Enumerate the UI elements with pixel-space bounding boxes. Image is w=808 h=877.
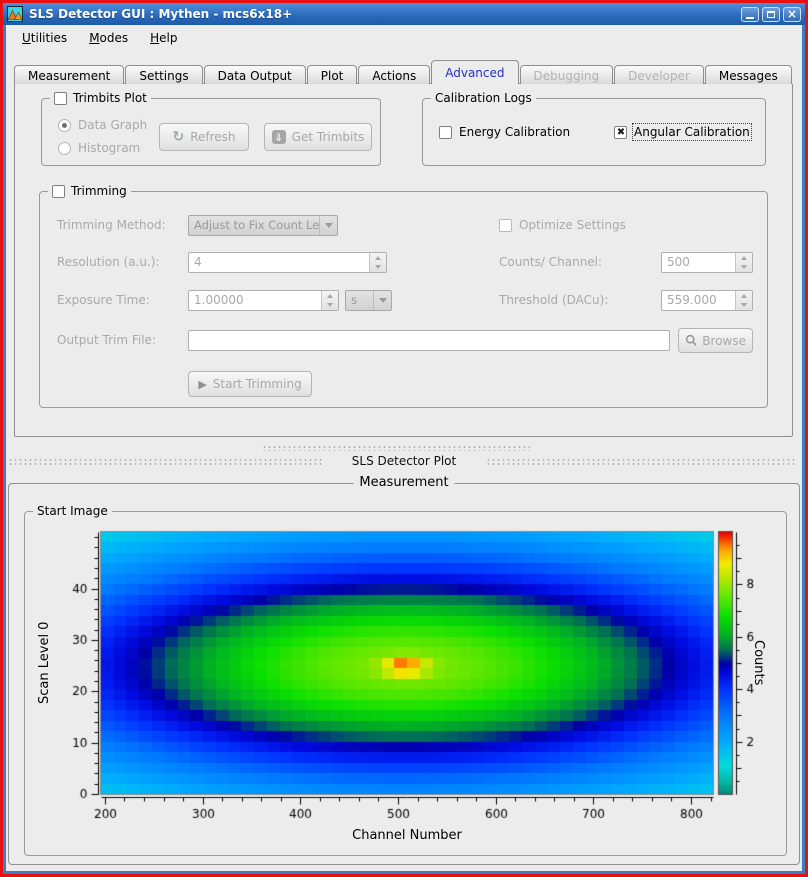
dock-handle-left — [8, 458, 324, 465]
measurement-group: Measurement Start Image Channel Number S… — [8, 475, 800, 865]
histogram-label: Histogram — [78, 141, 141, 155]
dock-titlebar[interactable]: SLS Detector Plot — [6, 453, 802, 469]
chevron-down-icon — [373, 291, 391, 310]
advanced-tab-pane: ✖ Trimbits Plot Data Graph Histogram ↻ R… — [14, 83, 793, 437]
exposure-time-label: Exposure Time: — [57, 293, 150, 307]
browse-button: Browse — [678, 328, 753, 353]
heatmap-plot-canvas[interactable] — [25, 526, 786, 842]
dock-title: SLS Detector Plot — [351, 454, 457, 468]
exposure-time-spinbox: 1.00000 — [188, 290, 339, 311]
dock-handle-right — [486, 458, 796, 465]
output-trim-file-label: Output Trim File: — [57, 333, 156, 347]
data-graph-label: Data Graph — [78, 118, 148, 132]
tab-actions[interactable]: Actions — [358, 65, 431, 84]
tab-messages[interactable]: Messages — [704, 65, 792, 84]
angular-calibration-checkbox[interactable]: ✖ — [614, 126, 627, 139]
spin-down-icon — [322, 301, 338, 311]
spin-up-icon — [322, 291, 338, 301]
calibration-logs-group: Calibration Logs ✖ Energy Calibration ✖ … — [422, 91, 766, 166]
download-icon: ⇓ — [271, 130, 286, 144]
refresh-button: ↻ Refresh — [159, 123, 249, 151]
trimming-checkbox[interactable]: ✖ — [52, 184, 65, 198]
optimize-settings-checkbox: ✖ — [499, 219, 512, 232]
output-trim-file-field — [188, 330, 670, 351]
minimize-icon — [746, 16, 754, 19]
trimbits-plot-group: ✖ Trimbits Plot Data Graph Histogram ↻ R… — [41, 91, 381, 166]
trimming-title: Trimming — [71, 184, 127, 198]
tab-measurement[interactable]: Measurement — [14, 65, 125, 84]
tab-data-output[interactable]: Data Output — [203, 65, 306, 84]
energy-calibration-label: Energy Calibration — [459, 125, 571, 139]
start-trimming-button: ▶ Start Trimming — [188, 371, 312, 397]
counts-channel-label: Counts/ Channel: — [499, 255, 603, 269]
chevron-down-icon — [319, 216, 337, 235]
start-image-group: Start Image Channel Number Scan Level 0 … — [24, 504, 787, 856]
exposure-unit-combo: s — [345, 290, 392, 311]
angular-calibration-label: Angular Calibration — [632, 123, 752, 141]
radio-histogram — [58, 142, 71, 155]
y-axis-title: Scan Level 0 — [37, 621, 52, 705]
x-axis-title: Channel Number — [352, 828, 462, 843]
tab-debugging: Debugging — [519, 65, 614, 84]
spin-up-icon — [736, 291, 752, 301]
app-icon — [7, 6, 23, 22]
tab-developer: Developer — [614, 65, 704, 84]
resolution-label: Resolution (a.u.): — [57, 255, 160, 269]
get-trimbits-button: ⇓ Get Trimbits — [264, 123, 372, 151]
maximize-button[interactable] — [762, 6, 780, 22]
measurement-title: Measurement — [353, 475, 455, 490]
window-title: SLS Detector GUI : Mythen - mcs6x18+ — [29, 7, 293, 21]
client-area: Utilities Modes Help Measurement Setting… — [6, 25, 802, 871]
counts-channel-spinbox: 500 — [661, 252, 753, 273]
optimize-settings-label: Optimize Settings — [519, 218, 626, 232]
close-button[interactable]: × — [783, 6, 801, 22]
resolution-spinbox: 4 — [188, 252, 387, 273]
trimming-method-label: Trimming Method: — [57, 218, 166, 232]
energy-calibration-checkbox[interactable]: ✖ — [439, 126, 452, 139]
trimming-group: ✖ Trimming Trimming Method: Adjust to Fi… — [39, 184, 768, 408]
menu-help[interactable]: Help — [150, 31, 178, 45]
close-icon: × — [786, 7, 798, 21]
spin-down-icon — [736, 263, 752, 273]
title-bar: SLS Detector GUI : Mythen - mcs6x18+ × — [3, 3, 805, 25]
menu-bar: Utilities Modes Help — [6, 25, 802, 51]
maximize-icon — [767, 10, 775, 18]
menu-modes[interactable]: Modes — [89, 31, 129, 45]
tab-plot[interactable]: Plot — [306, 65, 358, 84]
threshold-spinbox: 559.000 — [661, 290, 753, 311]
play-icon: ▶ — [198, 377, 207, 391]
minimize-button[interactable] — [741, 6, 759, 22]
radio-data-graph — [58, 119, 71, 132]
calibration-logs-title: Calibration Logs — [435, 91, 532, 105]
tab-settings[interactable]: Settings — [125, 65, 203, 84]
spin-up-icon — [370, 253, 386, 263]
splitter-handle[interactable] — [262, 445, 530, 451]
tab-bar: Measurement Settings Data Output Plot Ac… — [14, 60, 793, 84]
colorbar-title: Counts — [751, 640, 766, 686]
spin-down-icon — [370, 263, 386, 273]
trimming-method-combo: Adjust to Fix Count Level — [188, 215, 338, 236]
threshold-label: Threshold (DACu): — [499, 293, 609, 307]
magnifier-icon — [685, 334, 697, 347]
spin-down-icon — [736, 301, 752, 311]
tab-advanced[interactable]: Advanced — [431, 60, 519, 84]
trimbits-plot-title: Trimbits Plot — [73, 91, 147, 105]
menu-utilities[interactable]: Utilities — [22, 31, 68, 45]
trimbits-plot-checkbox[interactable]: ✖ — [54, 91, 67, 105]
refresh-icon: ↻ — [172, 129, 185, 145]
start-image-title: Start Image — [37, 504, 108, 518]
spin-up-icon — [736, 253, 752, 263]
